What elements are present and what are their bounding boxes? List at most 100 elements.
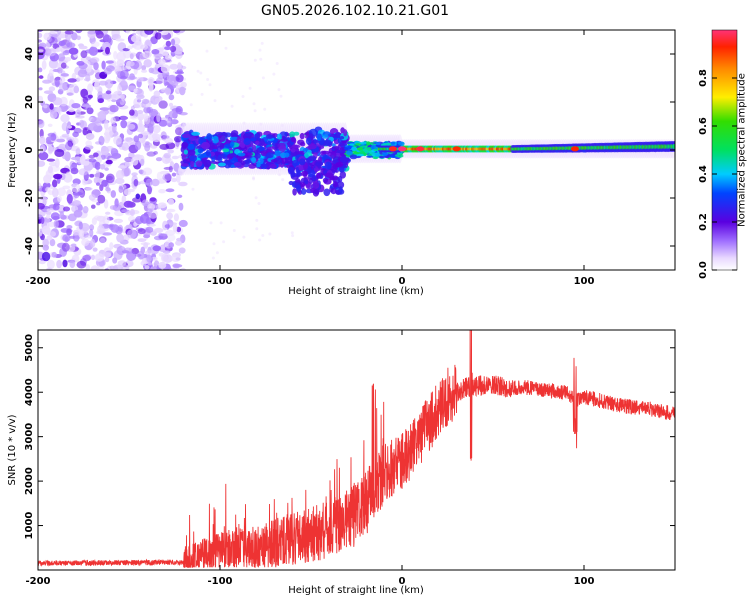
heatmap-blob	[187, 149, 196, 156]
heatmap-blob	[157, 58, 166, 65]
heatmap-blob	[78, 45, 88, 50]
heatmap-blob	[158, 119, 168, 127]
snr-series-line	[38, 330, 675, 568]
heatmap-blob	[134, 216, 144, 225]
heatmap-blob	[293, 131, 300, 136]
heatmap-blob	[161, 254, 168, 263]
heatmap-blob	[141, 98, 150, 105]
heatmap-blob	[397, 141, 405, 146]
heatmap-blob	[54, 78, 60, 88]
heatmap-blob	[301, 170, 308, 177]
heatmap-blob	[330, 188, 337, 195]
x-tick-label: 100	[574, 576, 595, 587]
heatmap-blob	[178, 181, 188, 187]
heatmap-blob	[136, 88, 144, 98]
heatmap-blob	[133, 179, 139, 187]
heatmap-blob	[110, 23, 119, 29]
heatmap-blob	[164, 137, 174, 144]
heatmap-blob	[253, 109, 257, 113]
heatmap-blob	[82, 254, 91, 262]
heatmap-blob	[76, 35, 81, 41]
heatmap-blob	[134, 140, 142, 151]
heatmap-blob	[68, 47, 79, 55]
heatmap-blob	[261, 234, 265, 237]
heatmap-blob	[160, 64, 170, 73]
heatmap-blob	[100, 237, 106, 244]
heatmap-blob	[38, 202, 45, 210]
heatmap-blob	[47, 165, 54, 174]
heatmap-blob	[93, 61, 99, 71]
heatmap-blob	[189, 155, 197, 162]
heatmap-blob	[301, 188, 307, 195]
heatmap-blob	[85, 133, 95, 140]
heatmap-blob	[112, 124, 117, 134]
heatmap-blob	[121, 66, 128, 71]
heatmap-blob	[113, 135, 122, 145]
heatmap-blob	[82, 271, 88, 279]
y-tick-label: 40	[24, 47, 35, 61]
heatmap-blob	[38, 67, 43, 73]
heatmap-blob	[109, 205, 118, 210]
heatmap-blob	[129, 115, 138, 120]
x-tick-label: 0	[399, 276, 406, 287]
heatmap-blob	[110, 224, 120, 233]
heatmap-blob	[147, 77, 155, 86]
heatmap-blob	[91, 204, 96, 209]
heatmap-blob	[78, 229, 85, 239]
heatmap-blob	[86, 66, 92, 73]
heatmap-blob	[312, 189, 319, 197]
heatmap-blob	[126, 229, 137, 239]
heatmap-blob	[85, 187, 93, 191]
heatmap-blob	[257, 202, 261, 205]
heatmap-blob	[72, 200, 81, 206]
heatmap-blob	[323, 139, 332, 147]
heatmap-blob	[157, 202, 167, 209]
heatmap-blob	[168, 110, 178, 119]
heatmap-blob	[147, 262, 152, 266]
heatmap-blob	[308, 143, 317, 150]
heatmap-blob	[388, 146, 397, 152]
heatmap-blob	[360, 145, 368, 148]
heatmap-blob	[141, 199, 149, 207]
heatmap-blob	[258, 157, 264, 165]
heatmap-blob	[102, 232, 113, 236]
heatmap-blob	[105, 173, 115, 184]
heatmap-blob	[89, 228, 94, 237]
heatmap-blob	[96, 182, 100, 186]
heatmap-blob	[89, 224, 95, 231]
heatmap-blob	[100, 154, 106, 160]
heatmap-blob	[127, 61, 135, 67]
heatmap-blob	[40, 216, 45, 225]
heatmap-blob	[125, 76, 136, 81]
heatmap-blob	[230, 104, 234, 108]
heatmap-blob	[116, 233, 124, 243]
heatmap-blob	[87, 83, 94, 93]
heatmap-blob	[75, 30, 83, 34]
spectrogram-y-ticks: -40 -20 0 20 40	[24, 47, 675, 255]
heatmap-blob	[332, 180, 338, 188]
heatmap-blob	[61, 122, 69, 132]
heatmap-blob	[47, 132, 56, 137]
y-tick-label: -20	[24, 189, 35, 207]
heatmap-blob	[212, 135, 220, 144]
heatmap-blob	[138, 119, 143, 128]
y-tick-label: -40	[24, 237, 35, 255]
heatmap-blob	[168, 242, 174, 249]
colorbar-label: Normalized spectral amplitude	[737, 73, 748, 227]
heatmap-blob	[62, 50, 70, 56]
heatmap-blob	[164, 88, 172, 94]
heatmap-blob	[292, 188, 297, 196]
heatmap-blob	[58, 40, 66, 46]
heatmap-blob	[230, 130, 239, 137]
heatmap-blob	[183, 77, 187, 81]
heatmap-blob	[373, 148, 379, 152]
heatmap-blob	[248, 86, 252, 90]
heatmap-blob	[272, 133, 279, 138]
heatmap-blob	[237, 152, 246, 157]
heatmap-blob	[158, 261, 167, 269]
heatmap-blob	[190, 160, 195, 168]
heatmap-blob	[254, 196, 258, 200]
heatmap-blob	[224, 161, 232, 169]
heatmap-blob	[169, 63, 179, 70]
heatmap-blob	[43, 90, 54, 94]
